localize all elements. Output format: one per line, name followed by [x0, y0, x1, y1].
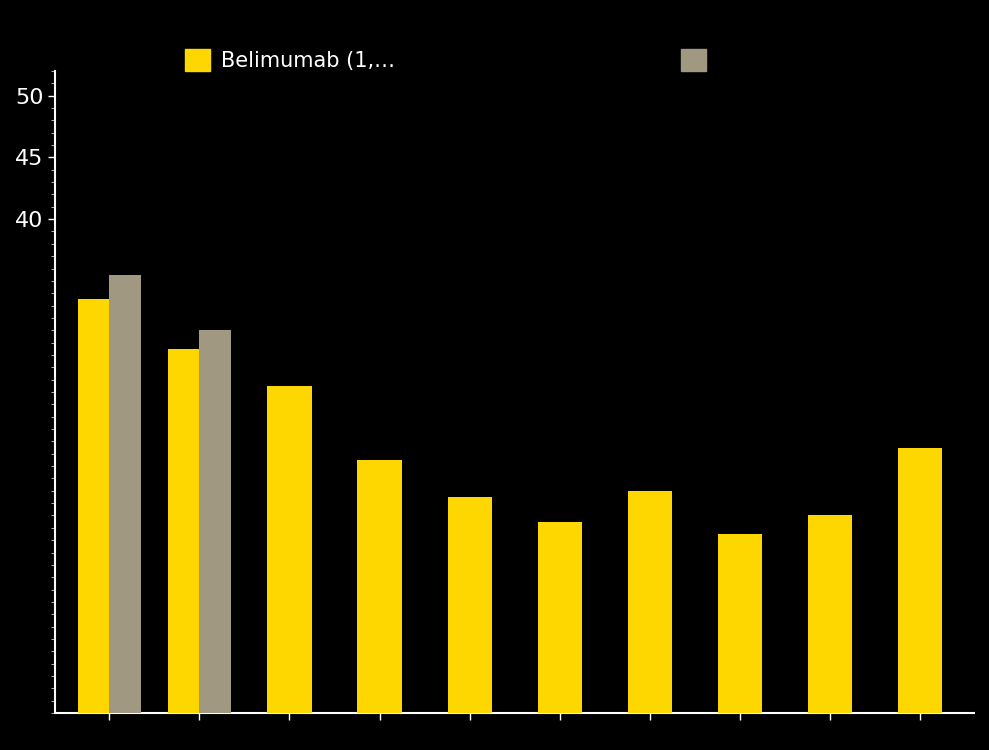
Bar — [898, 448, 943, 713]
Bar — [448, 497, 492, 713]
Bar — [357, 460, 402, 713]
Bar — [808, 515, 852, 713]
Bar — [78, 299, 110, 713]
Bar — [628, 490, 672, 713]
Bar — [718, 534, 762, 713]
Bar — [200, 330, 231, 713]
Bar — [110, 274, 140, 713]
Legend:   — [681, 50, 723, 71]
Bar — [267, 386, 312, 713]
Bar — [538, 522, 582, 713]
Bar — [168, 349, 200, 713]
